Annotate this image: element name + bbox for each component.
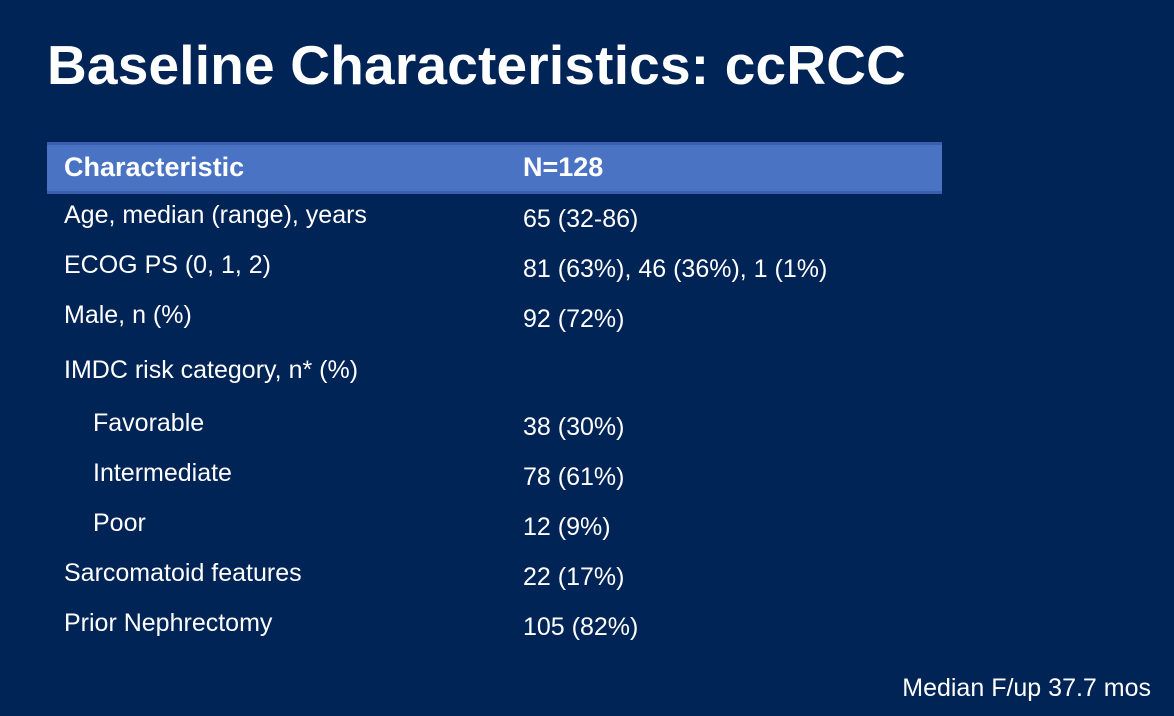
row-label: IMDC risk category, n* (%) — [64, 356, 359, 384]
row-value: 12 (9%) — [523, 513, 611, 541]
follow-up-footnote: Median F/up 37.7 mos — [902, 674, 1151, 702]
table-row: Favorable 38 (30%) — [47, 403, 942, 443]
row-value: 92 (72%) — [523, 305, 625, 333]
slide-title: Baseline Characteristics: ccRCC — [47, 34, 907, 96]
row-label: Intermediate — [93, 459, 232, 487]
row-label: Prior Nephrectomy — [64, 609, 273, 637]
row-label: Male, n (%) — [64, 301, 192, 329]
row-label: Age, median (range), years — [64, 201, 367, 229]
table-row: Poor 12 (9%) — [47, 503, 942, 543]
table-row: Male, n (%) 92 (72%) — [47, 295, 942, 335]
row-value: 22 (17%) — [523, 563, 625, 591]
table-row: ECOG PS (0, 1, 2) 81 (63%), 46 (36%), 1 … — [47, 245, 942, 285]
row-value: 81 (63%), 46 (36%), 1 (1%) — [523, 255, 828, 283]
table-row: Intermediate 78 (61%) — [47, 453, 942, 493]
column-header-n: N=128 — [523, 152, 604, 182]
row-value: 65 (32-86) — [523, 205, 639, 233]
row-value: 78 (61%) — [523, 463, 625, 491]
table-row: Prior Nephrectomy 105 (82%) — [47, 603, 942, 643]
table-row-section-header: IMDC risk category, n* (%) — [47, 350, 942, 390]
table-header: Characteristic N=128 — [47, 142, 942, 194]
table-row: Sarcomatoid features 22 (17%) — [47, 553, 942, 593]
row-label: ECOG PS (0, 1, 2) — [64, 251, 272, 279]
row-label: Sarcomatoid features — [64, 559, 302, 587]
column-header-characteristic: Characteristic — [64, 152, 245, 182]
row-value: 38 (30%) — [523, 413, 625, 441]
row-label: Poor — [93, 509, 146, 537]
row-value: 105 (82%) — [523, 613, 639, 641]
table-row: Age, median (range), years 65 (32-86) — [47, 195, 942, 235]
row-label: Favorable — [93, 409, 205, 437]
